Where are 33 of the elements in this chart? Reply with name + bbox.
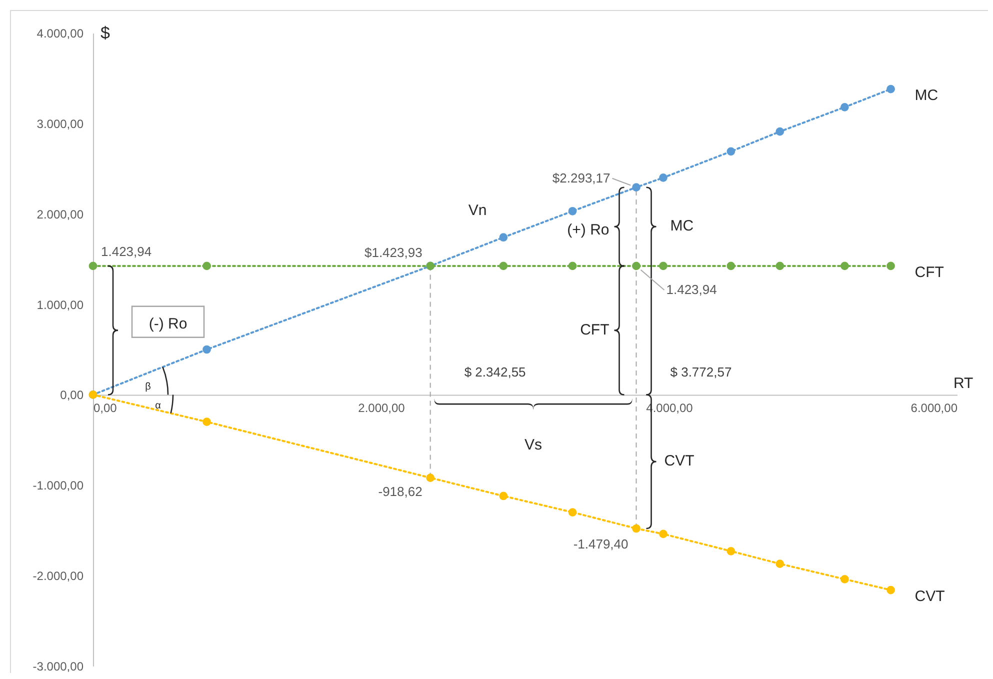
y-tick-label: 3.000,00 xyxy=(36,116,84,131)
data-label: 1.423,94 xyxy=(101,244,152,259)
data-label: -1.479,40 xyxy=(573,536,628,552)
annotation: CVT xyxy=(664,452,694,470)
ref-line-label: $ 3.772,57 xyxy=(670,364,732,380)
data-label: $1.423,93 xyxy=(364,244,422,260)
y-tick-label: -3.000,00 xyxy=(32,660,84,674)
x-tick-label: 0,00 xyxy=(94,401,118,416)
annotation: Vn xyxy=(468,202,487,219)
series-label: CFT xyxy=(914,264,944,281)
series-label: MC xyxy=(914,87,938,104)
y-tick-label: -2.000,00 xyxy=(32,569,84,584)
x-axis-title: RT xyxy=(954,375,974,392)
y-axis-title: $ xyxy=(100,24,110,42)
annotation: β xyxy=(145,381,152,392)
series-label: CVT xyxy=(914,588,945,606)
annotation: α xyxy=(155,400,162,412)
data-label: $2.293,17 xyxy=(552,170,610,186)
annotation: (-) Ro xyxy=(148,315,188,332)
y-tick-label: 1.000,00 xyxy=(36,298,84,312)
y-tick-label: 2.000,00 xyxy=(36,207,84,222)
y-tick-label: -1.000,00 xyxy=(32,478,84,493)
annotation: CFT xyxy=(580,321,610,338)
x-tick-label: 6.000,00 xyxy=(910,401,958,416)
data-label: -918,62 xyxy=(378,484,422,499)
y-tick-label: 4.000,00 xyxy=(36,26,84,40)
annotation: MC xyxy=(670,218,694,235)
ref-line-label: $ 2.342,55 xyxy=(464,364,526,380)
x-tick-label: 2.000,00 xyxy=(358,401,406,416)
y-tick-label: 0,00 xyxy=(60,388,84,402)
data-label: 1.423,94 xyxy=(666,282,717,297)
annotation: (+) Ro xyxy=(567,222,610,239)
annotation: Vs xyxy=(524,436,542,454)
